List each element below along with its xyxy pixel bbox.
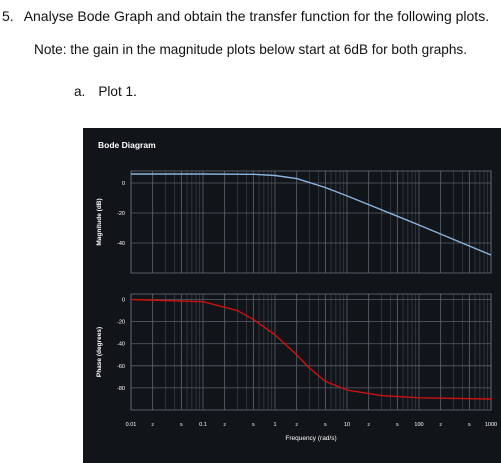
question-text: Analyse Bode Graph and obtain the transf… (23, 8, 490, 24)
x-tick-label: 1000 (485, 422, 497, 428)
x-tick-label: 5 (252, 422, 255, 427)
question-line: 5. Analyse Bode Graph and obtain the tran… (2, 8, 489, 24)
question-number: 5. (2, 8, 14, 24)
subitem: a. Plot 1. (74, 84, 137, 99)
plot-frame (130, 293, 492, 411)
x-tick-label: 10 (344, 422, 350, 428)
x-axis-label: Frequency (rad/s) (285, 435, 336, 442)
x-tick-label: 1 (273, 422, 276, 428)
x-tick-label: 2 (439, 422, 442, 427)
phase-curve (130, 298, 492, 400)
bode-plot: Bode Diagram Frequency (rad/s) 0 -20 -40 Ma… (83, 128, 501, 463)
y-tick-label: -40 (117, 342, 125, 348)
y-tick-label: -80 (117, 386, 125, 392)
x-tick-label: 100 (414, 422, 423, 428)
subitem-letter: a. (74, 84, 86, 99)
y-tick-label: -20 (117, 211, 125, 217)
x-tick-label: 2 (223, 422, 226, 427)
note-text: Note: the gain in the magnitude plots be… (34, 42, 468, 57)
x-tick-label: 5 (396, 422, 399, 427)
y-tick-label: 0 (122, 181, 125, 187)
plot-frame (130, 170, 492, 274)
x-tick-label: 5 (468, 422, 471, 427)
y-tick-label: -40 (117, 241, 125, 247)
x-tick-label: 0.1 (199, 422, 207, 428)
x-tick-label: 2 (151, 422, 154, 427)
y-tick-label: 0 (122, 298, 125, 304)
subitem-text: Plot 1. (98, 84, 137, 99)
y-tick-label: -60 (117, 364, 125, 370)
bode-svg: Bode Diagram Frequency (rad/s) 0 -20 -40 Ma… (96, 140, 497, 442)
x-tick-label: 2 (295, 422, 298, 427)
chart-title: Bode Diagram (98, 140, 156, 150)
y-axis-label: Phase (degrees) (96, 327, 103, 377)
x-tick-label: 2 (367, 422, 370, 427)
x-tick-label: 5 (324, 422, 327, 427)
x-tick-label: 5 (180, 422, 183, 427)
y-tick-label: -20 (117, 320, 125, 326)
y-axis-label: Magnitude (dB) (96, 198, 103, 245)
magnitude-curve (131, 173, 492, 256)
x-tick-label: 0.01 (126, 422, 137, 428)
